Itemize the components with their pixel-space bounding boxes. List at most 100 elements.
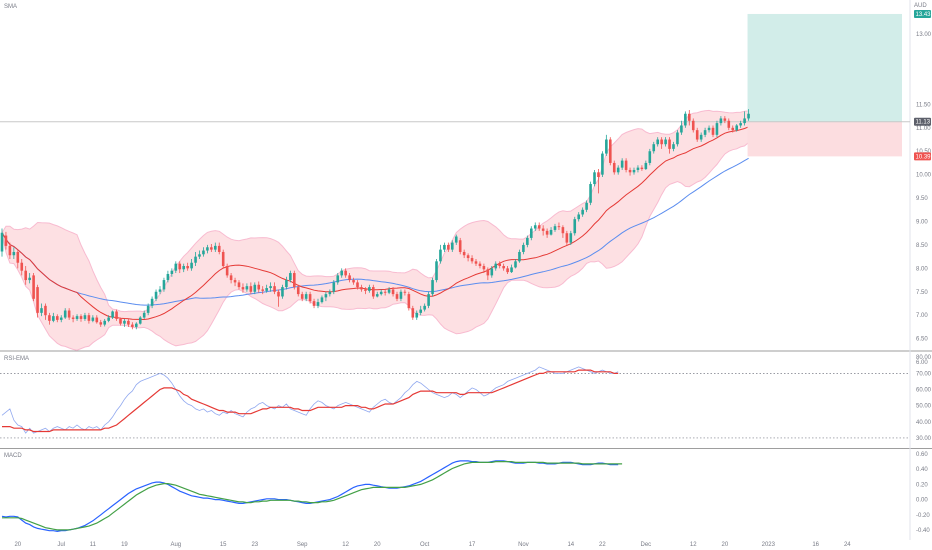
candle bbox=[573, 216, 577, 236]
candle-body bbox=[557, 226, 561, 228]
candle-body bbox=[364, 289, 367, 291]
candle-body bbox=[87, 315, 91, 321]
candle bbox=[699, 132, 703, 142]
candle bbox=[300, 291, 304, 302]
candle-body bbox=[170, 270, 174, 274]
candle bbox=[44, 303, 47, 320]
candle bbox=[344, 268, 347, 278]
candle-body bbox=[174, 263, 178, 271]
candle bbox=[454, 234, 458, 245]
candle bbox=[194, 251, 197, 267]
candle-body bbox=[537, 225, 541, 229]
price-tick-label: 8.50 bbox=[916, 243, 928, 249]
candle-body bbox=[253, 284, 257, 292]
candle-body bbox=[289, 273, 292, 281]
candle bbox=[91, 315, 95, 323]
candle-body bbox=[423, 305, 426, 310]
candle-body bbox=[135, 323, 138, 327]
candle-body bbox=[103, 320, 106, 325]
candle bbox=[383, 289, 387, 296]
candle-body bbox=[427, 294, 430, 306]
price-tick-label: 7.50 bbox=[916, 290, 928, 296]
candle-body bbox=[316, 302, 320, 306]
candle bbox=[577, 212, 580, 222]
candle-body bbox=[281, 287, 284, 297]
candle-body bbox=[375, 294, 379, 297]
candle-body bbox=[344, 270, 347, 276]
candle-body bbox=[466, 255, 470, 259]
candle bbox=[225, 263, 229, 278]
candle bbox=[458, 237, 462, 255]
candle bbox=[40, 303, 43, 317]
price-badge-stop bbox=[914, 152, 931, 161]
candle bbox=[190, 258, 193, 271]
candle bbox=[138, 316, 142, 325]
candle-body bbox=[352, 280, 355, 283]
candle-body bbox=[628, 169, 632, 173]
candle bbox=[56, 314, 59, 323]
candle bbox=[581, 207, 584, 217]
candle bbox=[316, 298, 320, 309]
candle-body bbox=[443, 244, 446, 250]
candle-body bbox=[545, 230, 549, 235]
candle-body bbox=[620, 160, 624, 168]
candle bbox=[387, 287, 391, 295]
candle bbox=[628, 167, 632, 176]
price-tick-label: 6.00 bbox=[916, 360, 928, 366]
candle bbox=[245, 283, 249, 292]
candle bbox=[135, 322, 138, 330]
candle-body bbox=[59, 317, 63, 320]
candle bbox=[589, 181, 592, 206]
candle-body bbox=[699, 134, 703, 140]
candle-body bbox=[518, 251, 521, 262]
candle bbox=[320, 295, 324, 304]
candle-body bbox=[691, 120, 695, 131]
candle bbox=[478, 261, 482, 269]
candle-body bbox=[210, 247, 213, 250]
candle bbox=[178, 261, 182, 274]
candle-body bbox=[431, 280, 434, 295]
time-tick-label: 12 bbox=[342, 542, 349, 548]
candle bbox=[624, 158, 628, 173]
candle-body bbox=[407, 294, 411, 309]
candle-body bbox=[368, 287, 371, 291]
time-tick-label: Oct bbox=[420, 542, 430, 548]
candle bbox=[688, 110, 691, 126]
candle bbox=[304, 291, 308, 302]
candle-body bbox=[296, 287, 300, 295]
price-badge-entry bbox=[914, 117, 931, 126]
rsi-tick-label: 60.00 bbox=[916, 388, 932, 394]
candle bbox=[67, 308, 71, 320]
candle bbox=[221, 249, 225, 269]
candle bbox=[28, 273, 31, 284]
candle bbox=[612, 160, 616, 175]
candle-body bbox=[403, 291, 407, 293]
candle bbox=[162, 277, 166, 292]
candle bbox=[640, 165, 644, 171]
candle bbox=[99, 319, 103, 327]
candle bbox=[731, 125, 735, 133]
candle bbox=[711, 125, 715, 138]
candle-body bbox=[688, 113, 691, 121]
candle bbox=[273, 282, 276, 295]
time-tick-label: 14 bbox=[567, 542, 574, 548]
candle bbox=[427, 291, 430, 309]
candle-body bbox=[593, 172, 596, 185]
candle bbox=[154, 289, 158, 302]
candle bbox=[182, 263, 185, 273]
candle bbox=[12, 247, 16, 259]
candle-body bbox=[739, 123, 742, 126]
candle bbox=[87, 312, 91, 324]
candle-body bbox=[707, 127, 711, 131]
price-tick-label: 10.50 bbox=[916, 149, 932, 155]
candle bbox=[403, 289, 407, 296]
candle bbox=[59, 315, 63, 323]
macd-tick-label: -0.40 bbox=[916, 528, 930, 534]
candle-body bbox=[474, 261, 478, 264]
time-tick-label: Aug bbox=[170, 542, 181, 548]
candle bbox=[727, 118, 731, 131]
candle-body bbox=[300, 294, 304, 299]
candle-body bbox=[269, 286, 272, 289]
candle bbox=[451, 240, 454, 252]
